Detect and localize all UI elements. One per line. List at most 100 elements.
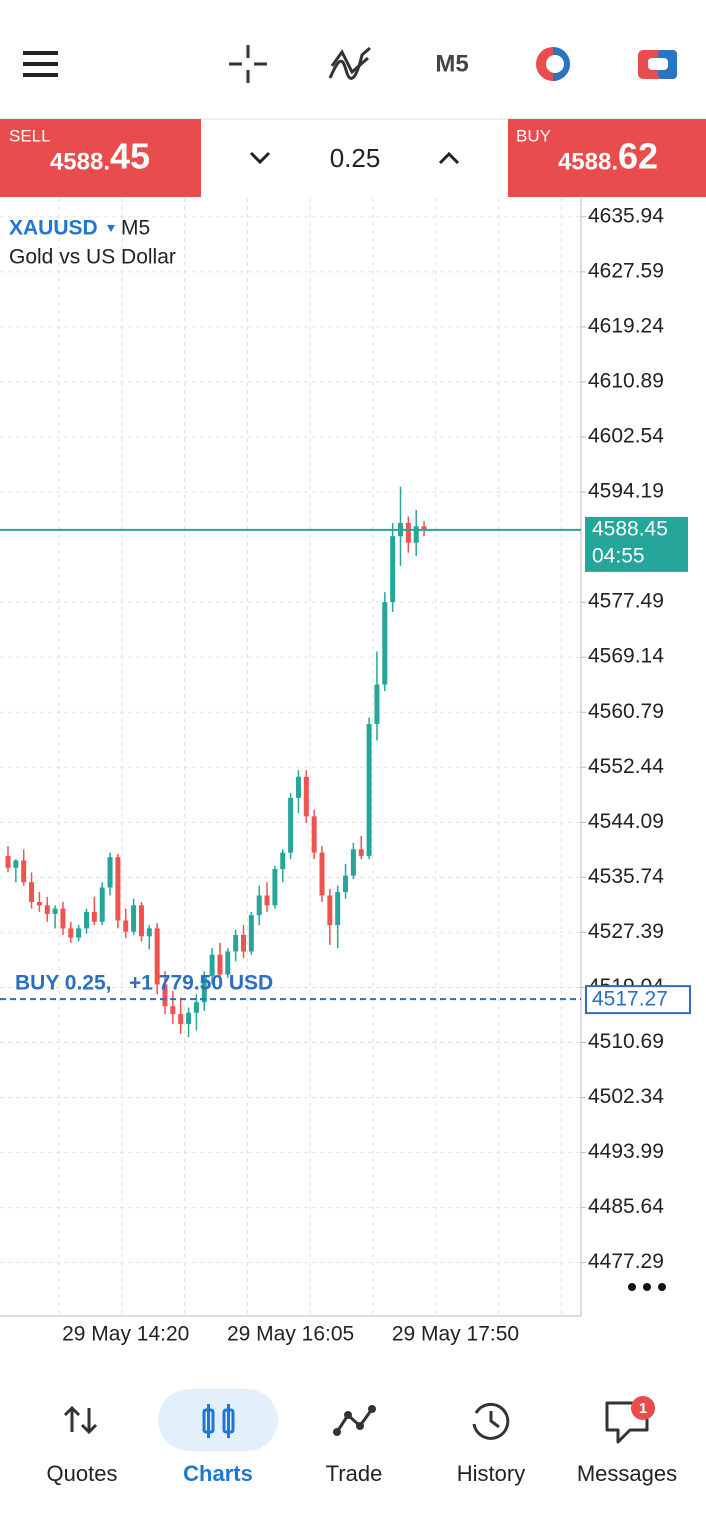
- nav-charts[interactable]: Charts: [158, 1389, 278, 1486]
- y-tick-label: 4594.19: [588, 480, 664, 503]
- position-price-box: [585, 985, 691, 1015]
- current-price-box: [585, 516, 688, 572]
- candle-body: [5, 855, 11, 868]
- nav-active-bg: [158, 1389, 278, 1451]
- candle-body: [225, 951, 231, 975]
- candle-body: [280, 852, 286, 870]
- candle-body: [68, 928, 74, 938]
- y-tick-label: 4619.24: [588, 314, 664, 337]
- nav-label: Charts: [183, 1461, 253, 1486]
- buy-bg: [508, 119, 706, 197]
- one-click-button[interactable]: [536, 47, 570, 81]
- candles: [5, 486, 427, 1038]
- candle-body: [21, 860, 27, 883]
- candle-body: [36, 902, 42, 906]
- candle-body: [60, 908, 66, 929]
- candle-body: [303, 776, 309, 817]
- nav-icon: [344, 1411, 352, 1419]
- candle-body: [319, 852, 325, 896]
- x-tick-label: 29 May 17:50: [392, 1323, 519, 1346]
- sell-bg: [0, 119, 201, 197]
- candle-body: [217, 954, 223, 975]
- y-tick-label: 4602.54: [588, 425, 664, 448]
- candle-body: [209, 954, 215, 976]
- y-tick-label: 4552.44: [588, 755, 664, 778]
- chart-timeframe: M5: [121, 217, 150, 240]
- candle-body: [256, 895, 262, 916]
- candle-body: [99, 887, 105, 922]
- candle-body: [178, 1014, 184, 1024]
- candle-body: [193, 1002, 199, 1013]
- icon-part: [546, 55, 564, 73]
- volume[interactable]: 0.25: [330, 143, 381, 173]
- nav-label: Trade: [326, 1461, 383, 1486]
- y-tick-label: 4610.89: [588, 370, 664, 393]
- buy-button[interactable]: BUY 4588. 62: [508, 119, 706, 197]
- icon-part: [648, 58, 668, 70]
- symbol[interactable]: XAUUSD: [9, 217, 98, 240]
- candle-body: [162, 984, 168, 1007]
- timeframe-button[interactable]: M5: [435, 50, 468, 77]
- candle-body: [107, 857, 113, 888]
- current-price-label: 4588.45: [592, 517, 668, 540]
- candle-body: [264, 895, 270, 906]
- position-label: BUY 0.25, +1 779.50 USD: [15, 972, 273, 995]
- candle-body: [91, 911, 97, 922]
- crosshair-button[interactable]: [229, 45, 267, 83]
- candle-body: [288, 797, 294, 853]
- y-tick-label: 4477.29: [588, 1250, 664, 1273]
- nav-icon: [335, 1408, 374, 1433]
- candle-body: [366, 724, 372, 856]
- menu-button[interactable]: [23, 51, 58, 77]
- nav-icon: [333, 1428, 341, 1436]
- candle-body: [421, 526, 427, 530]
- candle-body: [405, 522, 411, 543]
- more-button[interactable]: [628, 1283, 666, 1291]
- nav-quotes[interactable]: Quotes: [47, 1405, 118, 1486]
- indicators-button[interactable]: [328, 46, 371, 80]
- candle-body: [311, 816, 317, 853]
- candle-body: [13, 860, 19, 868]
- nav-label: Messages: [577, 1461, 677, 1486]
- candle-body: [29, 882, 35, 903]
- candle-body: [123, 920, 129, 932]
- candle-body: [52, 908, 58, 914]
- y-tick-label: 4560.79: [588, 700, 664, 723]
- nav-trade[interactable]: Trade: [326, 1405, 383, 1486]
- y-tick-label: 4569.14: [588, 645, 664, 668]
- candle-body: [154, 928, 160, 985]
- y-tick-label: 4635.94: [588, 204, 664, 227]
- y-tick-label: 4627.59: [588, 259, 664, 282]
- dot: [628, 1283, 636, 1291]
- candle-body: [233, 934, 239, 952]
- candle-body: [170, 1006, 176, 1015]
- symbol-description: Gold vs US Dollar: [9, 246, 176, 269]
- candle-body: [146, 928, 152, 937]
- nav-messages[interactable]: 1 Messages: [577, 1396, 677, 1486]
- candle-body: [327, 895, 333, 926]
- candle-body: [272, 869, 278, 906]
- symbol-dropdown[interactable]: [107, 225, 115, 232]
- candle-body: [413, 526, 419, 543]
- volume-down[interactable]: [249, 151, 271, 165]
- candle-body: [295, 776, 301, 798]
- sell-price-main: 4588.: [50, 148, 110, 175]
- candle-body: [76, 928, 82, 938]
- buy-price-big: 62: [618, 136, 658, 177]
- sell-price-big: 45: [110, 136, 150, 177]
- trade-button[interactable]: [638, 50, 677, 79]
- nav-icon: [368, 1405, 376, 1413]
- volume-up[interactable]: [438, 151, 460, 165]
- candle-body: [84, 911, 89, 929]
- nav-history[interactable]: History: [457, 1402, 525, 1486]
- candle-body: [115, 857, 121, 921]
- buy-label: BUY: [516, 126, 551, 145]
- y-tick-label: 4510.69: [588, 1030, 664, 1053]
- y-tick-label: 4485.64: [588, 1195, 664, 1218]
- sell-button[interactable]: SELL 4588. 45: [0, 119, 201, 197]
- candle-body: [350, 849, 356, 876]
- y-tick-label: 4577.49: [588, 590, 664, 613]
- y-tick-label: 4493.99: [588, 1140, 664, 1163]
